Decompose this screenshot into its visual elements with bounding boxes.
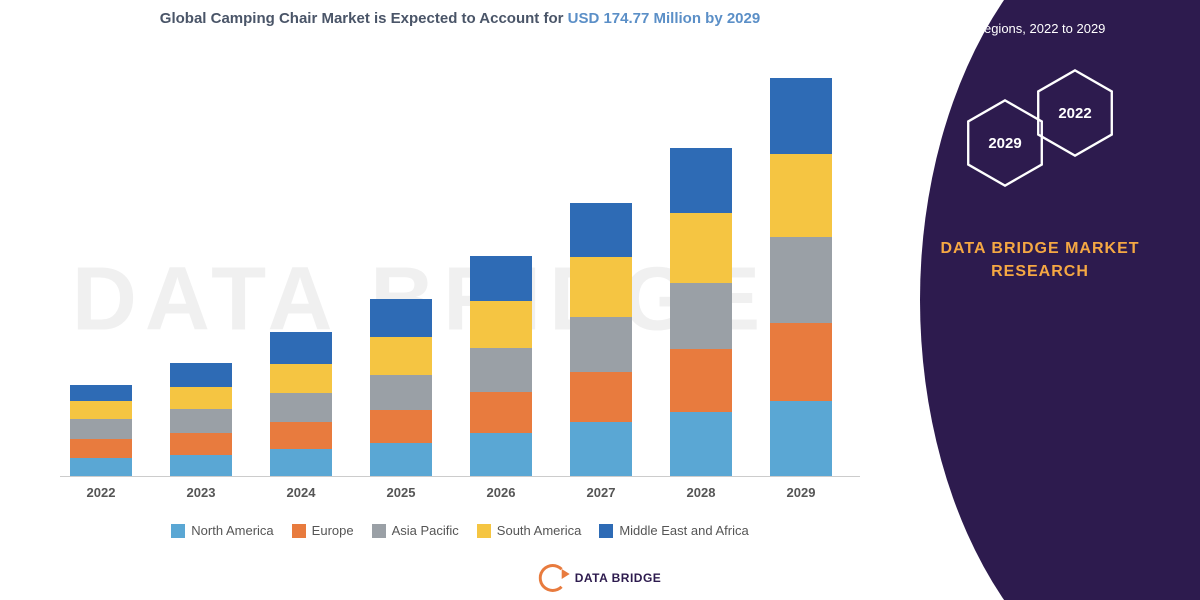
legend-swatch xyxy=(171,524,185,538)
bar-segment xyxy=(170,433,232,455)
bar-segment xyxy=(170,409,232,433)
bar-group xyxy=(170,363,232,476)
chart-legend: North America Europe Asia Pacific South Ame… xyxy=(40,523,880,538)
bar-segment xyxy=(670,283,732,350)
bar-segment xyxy=(270,364,332,393)
bar-segment xyxy=(370,299,432,338)
legend-item: Asia Pacific xyxy=(372,523,459,538)
bar-segment xyxy=(170,363,232,387)
bar-segment xyxy=(770,401,832,476)
x-axis-labels: 2022 2023 2024 2025 2026 2027 2028 2029 xyxy=(60,485,860,505)
bar-segment xyxy=(370,337,432,375)
x-axis-label: 2028 xyxy=(670,485,732,500)
bar-segment xyxy=(670,213,732,283)
footer-logo: DATA BRIDGE xyxy=(539,564,662,592)
legend-item: Europe xyxy=(292,523,354,538)
bar-group xyxy=(270,332,332,476)
bar-segment xyxy=(70,401,132,419)
bar-group xyxy=(470,256,532,476)
bar-segment xyxy=(770,78,832,153)
bar-segment xyxy=(670,148,732,213)
bar-segment xyxy=(70,439,132,457)
legend-swatch xyxy=(599,524,613,538)
legend-label: North America xyxy=(191,523,273,538)
bar-segment xyxy=(570,257,632,317)
hexagon-group: 2029 2022 xyxy=(910,68,1170,208)
bar-segment xyxy=(270,449,332,476)
chart-container: Global Camping Chair Market is Expected … xyxy=(40,10,880,570)
bar-segment xyxy=(670,412,732,477)
chart-plot xyxy=(60,47,860,477)
x-axis-label: 2022 xyxy=(70,485,132,500)
x-axis-label: 2025 xyxy=(370,485,432,500)
right-panel-subtitle: Regions, 2022 to 2029 xyxy=(910,20,1170,38)
bar-segment xyxy=(270,422,332,449)
x-axis-label: 2024 xyxy=(270,485,332,500)
bar-segment xyxy=(170,387,232,410)
legend-swatch xyxy=(372,524,386,538)
bar-group xyxy=(370,299,432,476)
bar-segment xyxy=(770,323,832,400)
legend-swatch xyxy=(477,524,491,538)
chart-title-prefix: Global Camping Chair Market is Expected … xyxy=(160,10,568,27)
x-axis-label: 2029 xyxy=(770,485,832,500)
footer-logo-text: DATA BRIDGE xyxy=(575,571,662,585)
brand-line1: DATA BRIDGE MARKET xyxy=(910,238,1170,260)
legend-label: Middle East and Africa xyxy=(619,523,748,538)
x-axis-label: 2027 xyxy=(570,485,632,500)
chart-title-highlight: USD 174.77 Million by 2029 xyxy=(568,10,761,27)
legend-item: South America xyxy=(477,523,582,538)
legend-swatch xyxy=(292,524,306,538)
bar-segment xyxy=(70,458,132,476)
bar-segment xyxy=(370,375,432,410)
bar-segment xyxy=(670,349,732,411)
bar-segment xyxy=(370,410,432,442)
bar-segment xyxy=(470,433,532,476)
right-panel: Regions, 2022 to 2029 2029 2022 DATA BRI… xyxy=(880,0,1200,600)
bar-segment xyxy=(470,392,532,433)
hexagon-2029: 2029 xyxy=(965,98,1045,188)
legend-label: Asia Pacific xyxy=(392,523,459,538)
bar-group xyxy=(570,203,632,476)
bar-segment xyxy=(470,301,532,348)
bar-segment xyxy=(470,348,532,392)
bar-segment xyxy=(570,422,632,476)
brand-line2: RESEARCH xyxy=(910,261,1170,283)
x-axis-label: 2023 xyxy=(170,485,232,500)
footer-logo-icon xyxy=(539,564,567,592)
legend-label: Europe xyxy=(312,523,354,538)
bar-segment xyxy=(770,154,832,238)
bar-group xyxy=(770,78,832,476)
hexagon-2022: 2022 xyxy=(1035,68,1115,158)
bar-segment xyxy=(770,237,832,323)
bar-segment xyxy=(270,393,332,422)
bar-segment xyxy=(70,385,132,401)
bar-segment xyxy=(470,256,532,301)
bar-segment xyxy=(570,203,632,257)
brand-text: DATA BRIDGE MARKET RESEARCH xyxy=(910,238,1170,283)
legend-item: North America xyxy=(171,523,273,538)
bar-segment xyxy=(70,419,132,439)
bar-segment xyxy=(370,443,432,476)
chart-title: Global Camping Chair Market is Expected … xyxy=(40,10,880,27)
x-axis-label: 2026 xyxy=(470,485,532,500)
bar-segment xyxy=(570,372,632,423)
bar-group xyxy=(70,385,132,476)
right-panel-content: Regions, 2022 to 2029 2029 2022 DATA BRI… xyxy=(910,20,1170,283)
bar-segment xyxy=(270,332,332,364)
legend-label: South America xyxy=(497,523,582,538)
hexagon-2029-label: 2029 xyxy=(988,135,1021,152)
bar-group xyxy=(670,148,732,476)
hexagon-2022-label: 2022 xyxy=(1058,105,1091,122)
bar-segment xyxy=(170,455,232,477)
bar-segment xyxy=(570,317,632,372)
legend-item: Middle East and Africa xyxy=(599,523,748,538)
